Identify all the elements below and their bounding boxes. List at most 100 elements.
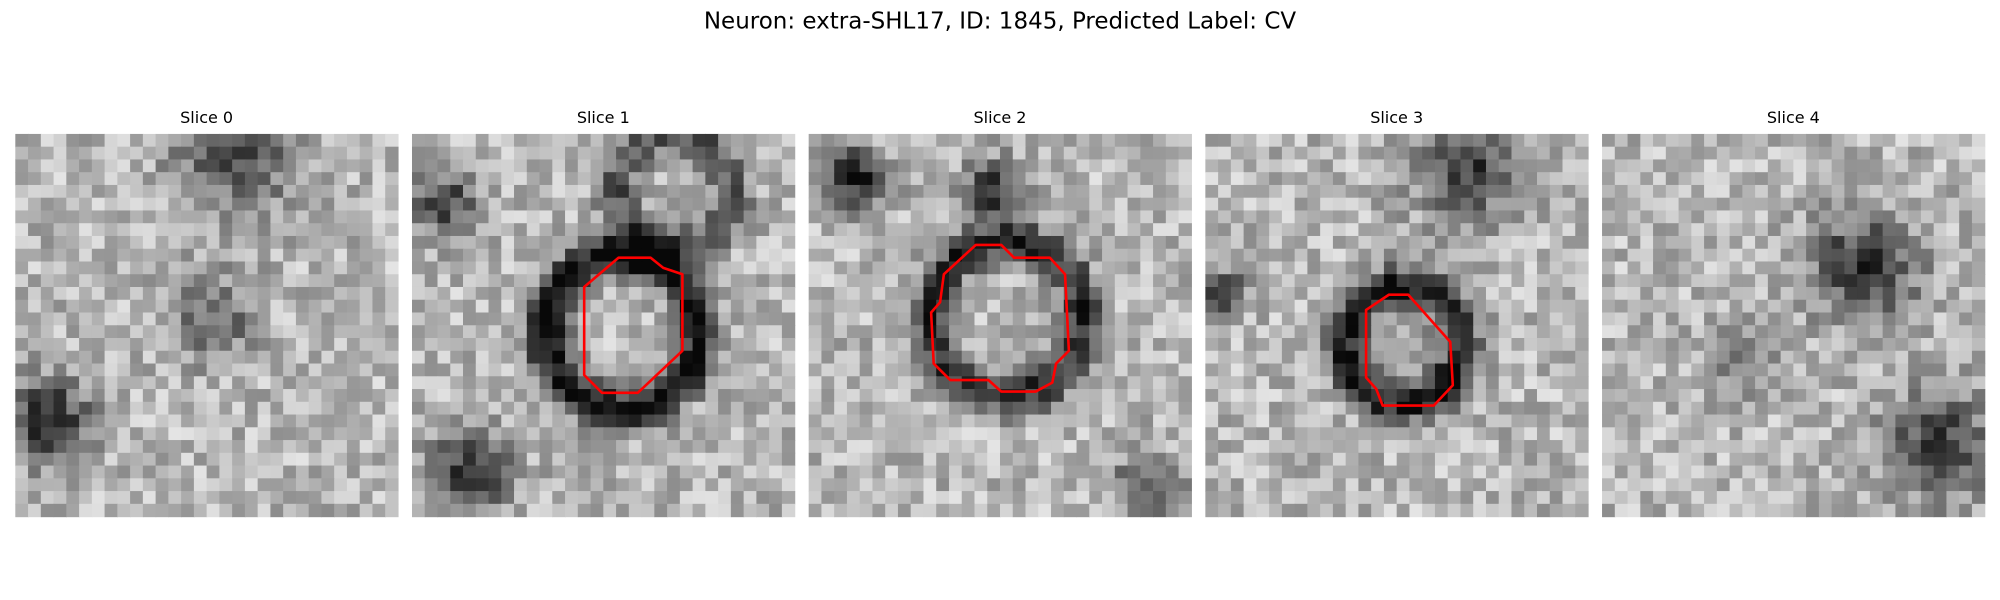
pixel: [1422, 261, 1436, 275]
pixel: [1051, 478, 1065, 492]
pixel: [193, 261, 208, 275]
pixel: [385, 223, 399, 237]
pixel: [1051, 133, 1065, 148]
pixel: [1895, 325, 1909, 339]
pixel: [679, 363, 694, 377]
pixel: [743, 363, 757, 377]
pixel: [1473, 197, 1487, 212]
pixel: [1076, 146, 1090, 161]
pixel: [411, 363, 426, 377]
pixel: [1755, 401, 1769, 416]
pixel: [1549, 210, 1564, 224]
pixel: [1485, 452, 1500, 467]
pixel: [1320, 465, 1334, 479]
pixel: [1371, 146, 1385, 161]
pixel: [168, 376, 182, 390]
pixel: [411, 197, 426, 212]
pixel: [1383, 299, 1398, 314]
pixel: [244, 325, 259, 339]
pixel: [321, 414, 335, 428]
pixel: [1793, 389, 1807, 403]
pixel: [1473, 350, 1487, 365]
pixel: [28, 338, 42, 352]
pixel: [1780, 452, 1794, 467]
pixel: [1908, 299, 1922, 314]
pixel: [1627, 261, 1641, 275]
pixel: [1281, 401, 1296, 416]
pixel: [488, 503, 502, 518]
pixel: [28, 159, 42, 173]
pixel: [1140, 235, 1154, 250]
pixel: [1051, 312, 1065, 326]
pixel: [1294, 491, 1308, 505]
pixel: [142, 491, 157, 505]
pixel: [372, 312, 386, 326]
pixel: [910, 312, 925, 326]
pixel: [769, 184, 783, 199]
pixel: [270, 440, 284, 454]
pixel: [1218, 363, 1232, 377]
pixel: [155, 312, 169, 326]
pixel: [781, 146, 796, 161]
pixel: [730, 350, 745, 365]
pixel: [1602, 503, 1616, 518]
pixel: [1678, 440, 1692, 454]
pixel: [219, 248, 233, 263]
pixel: [437, 363, 451, 377]
pixel: [565, 261, 579, 275]
pixel: [308, 414, 323, 428]
pixel: [1498, 312, 1513, 326]
pixel: [66, 376, 80, 390]
pixel: [1320, 223, 1334, 237]
pixel: [1908, 159, 1922, 173]
pixel: [1933, 338, 1948, 352]
pixel: [1205, 274, 1219, 288]
pixel: [1422, 465, 1436, 479]
pixel: [910, 440, 925, 454]
pixel: [168, 401, 182, 416]
pixel: [219, 261, 233, 275]
pixel: [616, 159, 630, 173]
pixel: [1473, 299, 1487, 314]
pixel: [834, 286, 848, 301]
pixel: [1818, 414, 1833, 428]
pixel: [730, 248, 745, 263]
pixel: [1089, 350, 1103, 365]
pixel: [539, 414, 553, 428]
pixel: [1511, 401, 1525, 416]
pixel: [910, 427, 925, 441]
pixel: [1038, 146, 1052, 161]
pixel: [1755, 248, 1769, 263]
pixel: [718, 465, 732, 479]
pixel: [1422, 235, 1436, 250]
pixel: [923, 184, 937, 199]
pixel: [987, 414, 1001, 428]
pixel: [232, 389, 246, 403]
pixel: [781, 299, 796, 314]
pixel: [1536, 478, 1551, 492]
pixel: [130, 248, 144, 263]
pixel: [1294, 452, 1308, 467]
pixel: [1332, 261, 1347, 275]
pixel: [1831, 389, 1845, 403]
pixel: [846, 223, 861, 237]
pixel: [834, 350, 848, 365]
pixel: [1281, 338, 1296, 352]
pixel: [987, 503, 1001, 518]
pixel: [1294, 197, 1308, 212]
pixel: [450, 338, 464, 352]
pixel: [104, 286, 118, 301]
pixel: [1051, 299, 1065, 314]
pixel: [232, 133, 246, 148]
pixel: [257, 465, 272, 479]
pixel: [1281, 503, 1296, 518]
pixel: [1178, 401, 1192, 416]
pixel: [885, 286, 899, 301]
pixel: [577, 261, 592, 275]
pixel: [948, 223, 963, 237]
pixel: [232, 197, 246, 212]
pixel: [283, 172, 297, 186]
pixel: [1653, 210, 1667, 224]
pixel: [1818, 376, 1833, 390]
pixel: [206, 159, 220, 173]
